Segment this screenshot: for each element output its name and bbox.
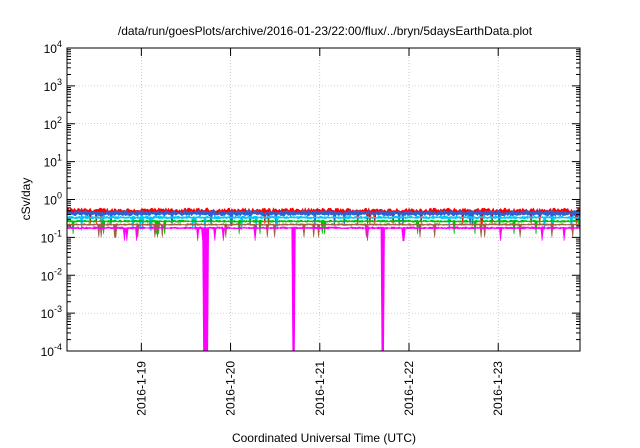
chart-title: /data/run/goesPlots/archive/2016-01-23/2… — [118, 24, 533, 38]
x-tick-label: 2016-1-20 — [224, 361, 238, 416]
x-axis: 2016-1-19 2016-1-20 2016-1-21 2016-1-22 2016… — [134, 48, 505, 416]
series-band — [67, 226, 580, 351]
series-band — [67, 223, 580, 238]
y-tick-label-exp: 4 — [57, 39, 62, 49]
y-tick-label-base: 10 — [41, 231, 55, 245]
y-tick-label-base: 10 — [44, 80, 58, 94]
y-tick-label: 10-2 — [41, 266, 62, 283]
series-band — [67, 209, 580, 227]
y-tick-label-base: 10 — [41, 269, 55, 283]
y-tick-label-exp: 2 — [57, 115, 62, 125]
y-tick-label-base: 10 — [44, 194, 58, 208]
y-tick-label: 100 — [44, 191, 62, 208]
x-tick-label: 2016-1-19 — [134, 361, 148, 416]
y-tick-label: 104 — [44, 39, 62, 56]
grid — [67, 47, 580, 352]
series-band — [67, 219, 580, 235]
y-tick-label: 10-4 — [41, 342, 62, 359]
y-tick-label-exp: 3 — [57, 77, 62, 87]
y-tick-label: 103 — [44, 77, 62, 94]
y-tick-label-exp: -2 — [54, 266, 62, 276]
y-tick-label: 10-1 — [41, 228, 62, 245]
y-tick-label-base: 10 — [44, 118, 58, 132]
y-tick-label-exp: -1 — [54, 228, 62, 238]
plot-frame — [66, 47, 581, 352]
y-tick-label-base: 10 — [44, 42, 58, 56]
y-tick-label: 102 — [44, 115, 62, 132]
x-axis-label: Coordinated Universal Time (UTC) — [232, 431, 416, 445]
y-tick-label-base: 10 — [41, 307, 55, 321]
y-tick-label: 101 — [44, 153, 62, 170]
x-tick-label: 2016-1-22 — [402, 361, 416, 416]
series-layer — [67, 207, 580, 351]
y-axis-label: cSv/day — [19, 178, 33, 221]
y-tick-label-exp: -4 — [54, 342, 62, 352]
y-tick-label-base: 10 — [41, 345, 55, 359]
y-tick-label-exp: 1 — [57, 153, 62, 163]
y-tick-label: 10-3 — [41, 304, 62, 321]
x-tick-label: 2016-1-23 — [491, 361, 505, 416]
plot-area — [67, 207, 580, 351]
y-tick-label-exp: 0 — [57, 191, 62, 201]
y-tick-label-exp: -3 — [54, 304, 62, 314]
y-tick-label-base: 10 — [44, 156, 58, 170]
x-tick-label: 2016-1-21 — [313, 361, 327, 416]
